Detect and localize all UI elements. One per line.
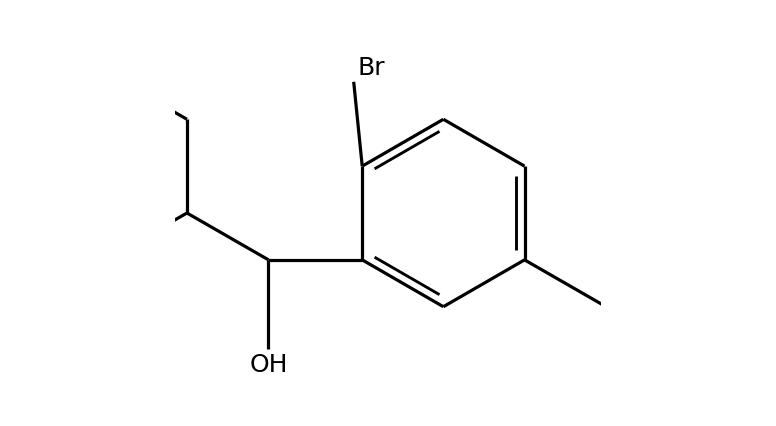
Text: OH: OH xyxy=(249,353,288,377)
Text: Br: Br xyxy=(358,56,386,80)
